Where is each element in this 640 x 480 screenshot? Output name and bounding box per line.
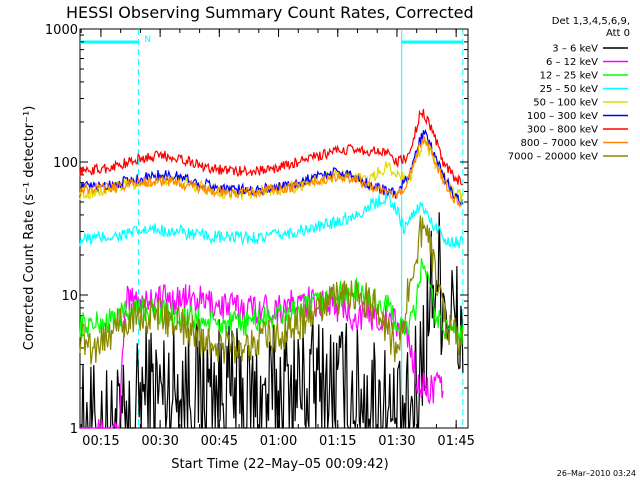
x-tick-label: 00:30 — [141, 434, 178, 449]
x-tick-label: 01:00 — [260, 434, 297, 449]
axis-ticks: 1 10 100 1000 00:15 00:30 00:45 01:00 01:15 01:30… — [45, 23, 475, 449]
legend-label: 3 – 6 keV — [552, 44, 598, 55]
timestamp: 26–Mar–2010 03:24 — [557, 469, 636, 478]
series-line-8 — [79, 215, 464, 365]
legend-label: 800 – 7000 keV — [521, 138, 599, 149]
legend-label: 25 – 50 keV — [540, 84, 599, 95]
x-axis-label: Start Time (22–May–05 00:09:42) — [171, 457, 388, 472]
legend-header: Att 0 — [606, 28, 630, 39]
series-layer — [79, 109, 464, 429]
night-flag-label: N — [144, 35, 151, 45]
series-line-6 — [79, 109, 463, 186]
series-line-4 — [79, 139, 464, 202]
legend-label: 300 – 800 keV — [527, 125, 598, 136]
x-tick-label: 00:45 — [201, 434, 238, 449]
legend-label: 100 – 300 keV — [527, 111, 598, 122]
y-axis-label: Corrected Count Rate (s⁻¹ detector⁻¹) — [22, 106, 37, 351]
legend-label: 7000 – 20000 keV — [508, 152, 598, 163]
series-line-3 — [79, 191, 464, 249]
legend: Det 1,3,4,5,6,9,Att 0 3 – 6 keV 6 – 12 keV… — [508, 16, 630, 163]
y-tick-label: 1000 — [45, 23, 78, 38]
series-line-7 — [79, 136, 464, 208]
y-tick-label: 10 — [61, 289, 78, 304]
x-tick-label: 01:15 — [319, 434, 356, 449]
y-tick-label: 1 — [70, 422, 78, 437]
chart-title: HESSI Observing Summary Count Rates, Cor… — [66, 3, 474, 22]
series-line-0 — [80, 212, 464, 429]
x-tick-label: 01:30 — [378, 434, 415, 449]
legend-label: 50 – 100 keV — [533, 98, 598, 109]
plot-frame — [79, 28, 469, 429]
x-tick-label: 01:45 — [437, 434, 474, 449]
x-tick-label: 00:15 — [82, 434, 119, 449]
legend-label: 6 – 12 keV — [546, 57, 598, 68]
y-tick-label: 100 — [53, 156, 78, 171]
legend-label: 12 – 25 keV — [540, 71, 599, 82]
legend-header: Det 1,3,4,5,6,9, — [552, 16, 630, 27]
